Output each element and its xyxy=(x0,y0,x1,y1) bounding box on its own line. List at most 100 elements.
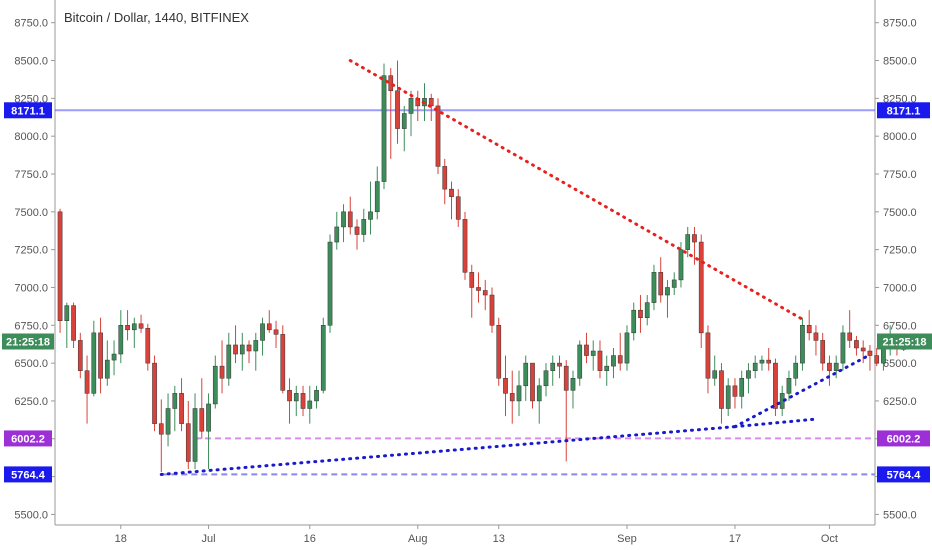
level-badge-left-text: 6002.2 xyxy=(11,433,45,445)
candle-up xyxy=(104,359,110,379)
y-tick-label-right: 6500.0 xyxy=(883,358,917,370)
candle-down xyxy=(266,323,272,331)
candle-up xyxy=(192,408,198,462)
candle-up xyxy=(746,370,751,379)
x-tick-label: Jul xyxy=(202,533,216,545)
candle-down xyxy=(469,272,475,288)
x-tick-label: Aug xyxy=(408,533,428,545)
candle-down xyxy=(874,355,880,364)
candle-down xyxy=(847,332,853,341)
candle-down xyxy=(638,309,643,318)
candle-down xyxy=(563,365,569,391)
candle-down xyxy=(705,332,711,379)
y-tick-label-left: 7500.0 xyxy=(14,207,48,219)
level-badge-left-bg xyxy=(4,466,52,483)
candle-up xyxy=(671,279,677,288)
candle-down xyxy=(509,393,515,402)
level-badge-right-bg xyxy=(877,466,930,483)
countdown-badge-right-bg xyxy=(877,333,932,350)
y-tick-label-left: 5500.0 xyxy=(14,509,48,521)
y-tick-label-left: 8500.0 xyxy=(14,56,48,68)
candle-up xyxy=(523,362,529,387)
x-tick-label: 13 xyxy=(493,533,505,545)
candle-up xyxy=(712,370,718,379)
candle-down xyxy=(71,305,76,341)
trendline-support-long[interactable] xyxy=(159,425,737,476)
y-tick-label-right: 8750.0 xyxy=(883,18,917,30)
candle-down xyxy=(388,75,394,92)
y-tick-label-right: 7500.0 xyxy=(883,207,917,219)
candle-up xyxy=(665,287,670,296)
y-tick-label-right: 8500.0 xyxy=(883,56,917,68)
candle-up xyxy=(111,353,117,361)
candle-up xyxy=(212,365,218,405)
level-badge-left-bg xyxy=(4,102,52,119)
candle-down xyxy=(806,325,812,334)
level-badge-right-bg xyxy=(877,102,930,119)
trendlines[interactable] xyxy=(159,59,872,476)
horizontal-levels xyxy=(55,109,875,476)
candle-down xyxy=(145,328,151,364)
candle-down xyxy=(435,105,441,167)
candle-down xyxy=(476,287,481,291)
trendline-support-stub[interactable] xyxy=(733,417,818,429)
candle-down xyxy=(820,340,826,364)
candle-up xyxy=(611,355,616,367)
candle-up xyxy=(314,390,319,402)
y-tick-label-left: 6500.0 xyxy=(14,358,48,370)
candle-down xyxy=(557,362,562,367)
candle-down xyxy=(354,226,360,235)
candle-up xyxy=(91,332,97,394)
candle-down xyxy=(813,332,819,341)
candle-up xyxy=(327,241,333,326)
candle-down xyxy=(442,166,448,190)
candle-up xyxy=(786,377,792,394)
candle-up xyxy=(172,393,178,409)
candle-down xyxy=(158,423,164,435)
x-tick-label: Oct xyxy=(821,533,838,545)
candle-up xyxy=(64,305,70,321)
level-badge-left-text: 5764.4 xyxy=(11,469,46,481)
y-tick-label-left: 7250.0 xyxy=(14,245,48,257)
y-tick-label-left: 6250.0 xyxy=(14,396,48,408)
candle-up xyxy=(226,344,232,379)
candle-down xyxy=(77,340,83,371)
y-tick-label-left: 6750.0 xyxy=(14,320,48,332)
y-tick-label-right: 6250.0 xyxy=(883,396,917,408)
y-tick-label-left: 8750.0 xyxy=(14,18,48,30)
candle-up xyxy=(644,302,650,318)
countdown-badge-left-text: 21:25:18 xyxy=(6,336,50,348)
y-tick-label-right: 7000.0 xyxy=(883,282,917,294)
candle-down xyxy=(719,370,724,409)
candle-up xyxy=(759,359,765,364)
candle-up xyxy=(881,347,886,364)
candle-down xyxy=(185,423,191,462)
candle-down xyxy=(597,350,603,371)
candle-down xyxy=(530,362,535,402)
y-tick-label-right: 6750.0 xyxy=(883,320,917,332)
candle-up xyxy=(368,211,373,220)
level-badge-right-text: 5764.4 xyxy=(887,469,922,481)
candle-down xyxy=(489,294,495,326)
candle-up xyxy=(631,309,637,334)
candle-down xyxy=(584,344,589,356)
x-tick-label: Sep xyxy=(617,533,637,545)
chart-title: Bitcoin / Dollar, 1440, BITFINEX xyxy=(64,10,249,25)
candle-up xyxy=(320,325,326,391)
candle-up xyxy=(401,113,407,129)
y-tick-label-left: 8000.0 xyxy=(14,131,48,143)
candle-down xyxy=(57,211,63,321)
candle-up xyxy=(131,323,137,331)
level-badge-left-text: 8171.1 xyxy=(11,105,45,117)
trendline-resistance[interactable] xyxy=(348,59,804,321)
candle-up xyxy=(739,377,745,397)
candle-down xyxy=(179,393,184,424)
candle-down xyxy=(395,90,400,129)
candle-up xyxy=(793,362,799,379)
candle-up xyxy=(536,385,542,402)
candle-up xyxy=(260,323,265,341)
candle-up xyxy=(206,403,211,432)
candle-up xyxy=(239,344,245,355)
trendline-support-short[interactable] xyxy=(733,353,872,429)
